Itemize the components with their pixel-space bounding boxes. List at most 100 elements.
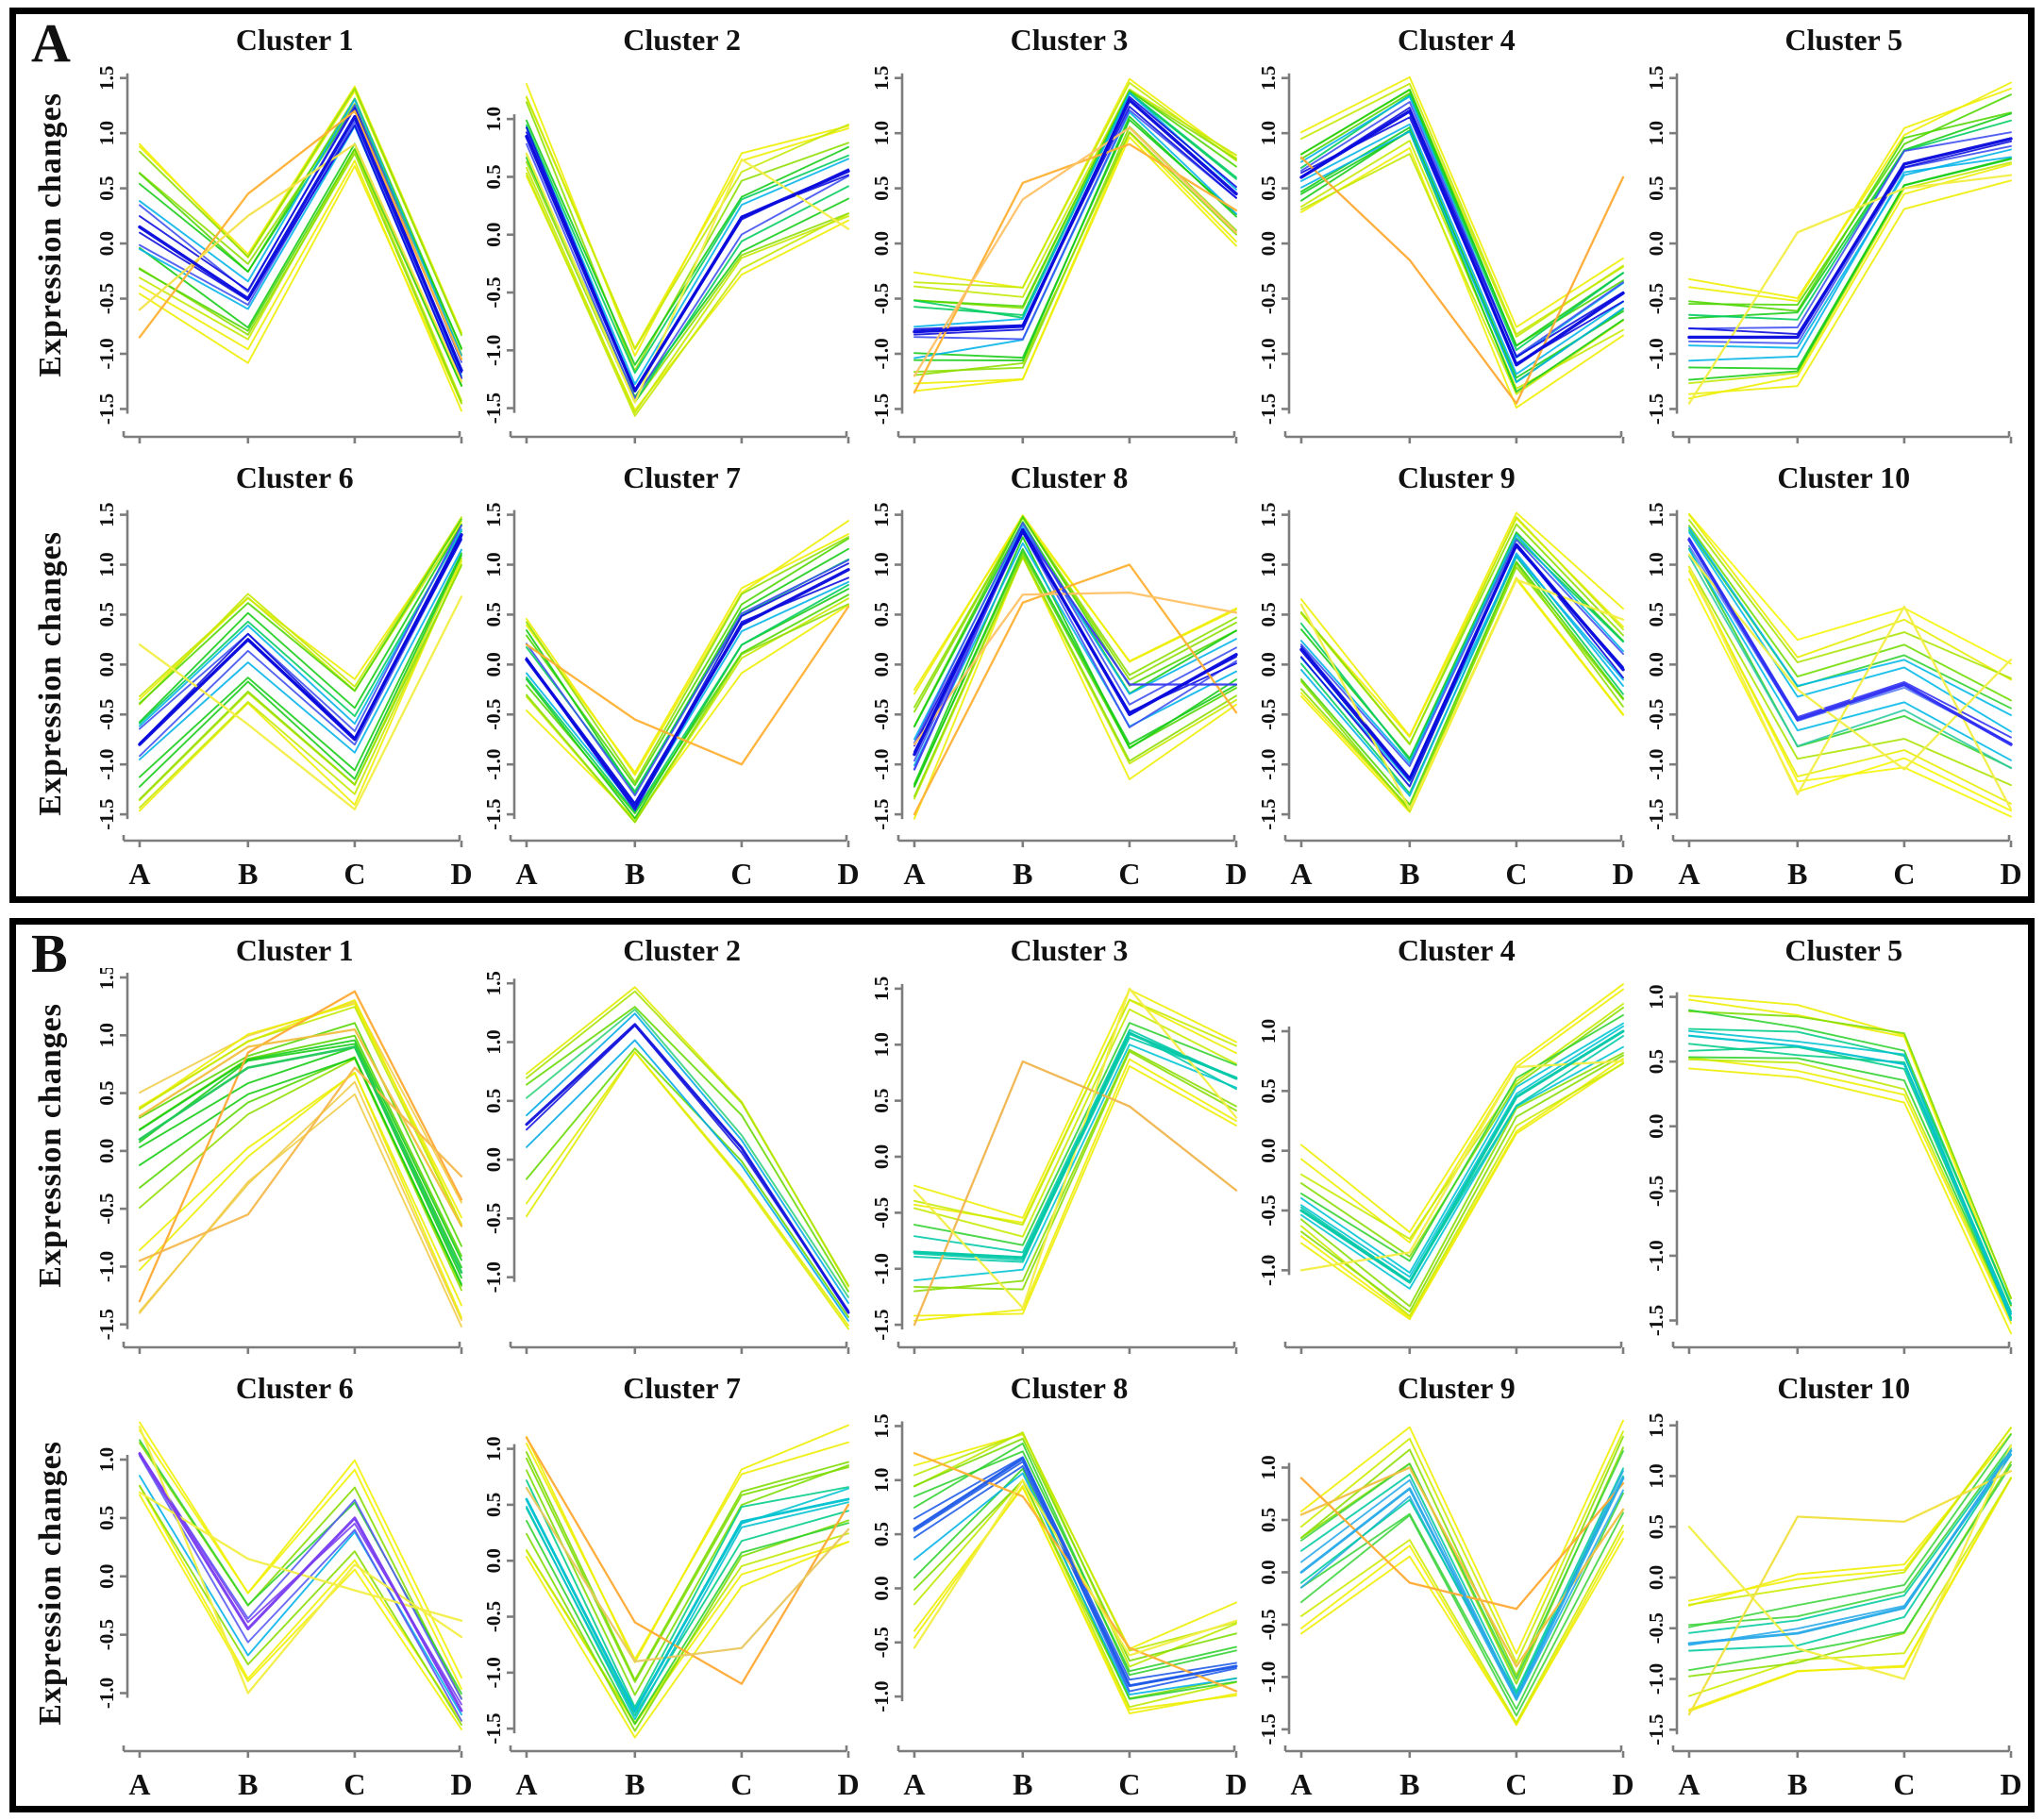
- expression-line: [913, 110, 1237, 359]
- expression-line: [526, 536, 850, 784]
- panel-label: B: [31, 922, 68, 984]
- cluster-plot-area: 1.0 0.5 0.0 -0.5 -1.0: [1246, 968, 1633, 1364]
- expression-line: [139, 152, 462, 405]
- cluster-title: Cluster 10: [1777, 460, 1911, 495]
- cluster-plot: 1.5 1.0 0.5 0.0 -0.5 -1.0 -1.5: [95, 66, 463, 443]
- y-tick-label: -1.5: [1644, 799, 1667, 830]
- expression-line: [1300, 982, 1625, 1233]
- expression-line: [1687, 513, 2012, 681]
- y-axis-title-text: Expression changes: [33, 530, 68, 816]
- y-tick-label: 0.5: [1257, 603, 1280, 627]
- x-tick-label: A: [1678, 1767, 1700, 1801]
- cluster-title: Cluster 2: [623, 23, 741, 57]
- cluster-plot: 1.5 1.0 0.5 0.0 -0.5 -1.0 -1.5: [870, 976, 1238, 1354]
- x-axis: [1283, 431, 1625, 443]
- expression-line: [1686, 538, 2013, 746]
- expression-line: [1300, 130, 1625, 384]
- x-tick-label: A: [903, 1767, 925, 1801]
- y-tick-label: 0.5: [482, 1088, 505, 1112]
- expression-line: [1300, 1054, 1625, 1312]
- expression-line: [1300, 140, 1625, 390]
- y-tick-label: -1.5: [482, 392, 505, 424]
- expression-line: [138, 114, 463, 373]
- expression-line: [139, 1005, 462, 1227]
- cluster-plot-area: 1.0 0.5 0.0 -0.5 -1.0 -1.5: [471, 58, 858, 454]
- x-axis: [896, 431, 1238, 443]
- y-tick-label: 1.5: [482, 971, 505, 995]
- y-tick-label: 1.5: [1644, 503, 1667, 527]
- y-tick-label: -0.5: [482, 276, 505, 308]
- expression-line: [913, 1049, 1237, 1290]
- expression-line: [913, 1478, 1237, 1708]
- y-tick-label: 0.0: [95, 652, 118, 676]
- cluster-plot-area: 1.5 1.0 0.5 0.0 -0.5 -1.0 -1.5 A B C D: [471, 495, 858, 892]
- cluster-plot-area: 1.5 1.0 0.5 0.0 -0.5 -1.0 -1.5 A B C D: [84, 495, 471, 892]
- expression-line: [1687, 1058, 2012, 1320]
- expression-line: [1300, 531, 1625, 760]
- cluster-cell: Cluster 1 1.5 1.0 0.5 0.0 -0.5 -1.0 -1.5: [84, 16, 471, 454]
- expression-line: [526, 520, 850, 776]
- x-tick-label: C: [1118, 1767, 1140, 1801]
- y-axis: [507, 977, 516, 1282]
- cluster-cell: Cluster 3 1.5 1.0 0.5 0.0 -0.5 -1.0 -1.5: [859, 16, 1246, 454]
- cluster-plot-area: 1.5 1.0 0.5 0.0 -0.5 -1.0 -1.5 A B C D: [1246, 495, 1633, 892]
- y-tick-label: -1.0: [482, 1657, 505, 1688]
- expression-line: [913, 563, 1237, 816]
- y-tick-label: -0.5: [1644, 283, 1667, 314]
- y-tick-label: -1.5: [870, 799, 893, 830]
- y-tick-label: 0.0: [870, 1576, 893, 1600]
- y-tick-label: 0.0: [1644, 652, 1667, 676]
- expression-line: [139, 1002, 462, 1218]
- y-tick-label: -1.0: [870, 338, 893, 369]
- cluster-title: Cluster 2: [623, 932, 741, 967]
- cluster-title: Cluster 9: [1398, 460, 1516, 495]
- x-tick-label: A: [903, 857, 925, 891]
- y-tick-label: -1.5: [1257, 799, 1280, 830]
- y-axis: [120, 73, 129, 414]
- y-tick-label: 0.5: [482, 164, 505, 189]
- expression-line: [139, 1484, 462, 1722]
- expression-line: [139, 1494, 462, 1730]
- expression-line: [913, 516, 1237, 713]
- cluster-row: Expression changes Cluster 1 1.5 1.0 0.5 0.0 -…: [18, 16, 2020, 454]
- expression-line: [138, 1027, 463, 1227]
- expression-line: [138, 1452, 463, 1712]
- cluster-plot: 1.0 0.5 0.0 -0.5 -1.0: [1257, 982, 1625, 1354]
- x-axis: [1671, 835, 2012, 848]
- expression-line: [1687, 131, 2012, 330]
- y-tick-label: -1.0: [1257, 338, 1280, 369]
- cluster-cell: Cluster 6 1.0 0.5 0.0 -0.5 -1.0 A B C D: [84, 1364, 471, 1802]
- expression-line: [1300, 89, 1625, 347]
- expression-line: [526, 1478, 850, 1709]
- y-tick-label: -1.0: [870, 1680, 893, 1711]
- y-tick-label: 1.0: [1257, 121, 1280, 145]
- cluster-cell: Cluster 4 1.0 0.5 0.0 -0.5 -1.0: [1246, 927, 1633, 1364]
- y-tick-label: -0.5: [1257, 283, 1280, 314]
- expression-line: [1300, 555, 1625, 783]
- cluster-plot: 1.5 1.0 0.5 0.0 -0.5 -1.0 -1.5 A B C D: [1644, 1412, 2019, 1801]
- cluster-plot-area: 1.0 0.5 0.0 -0.5 -1.0 A B C D: [84, 1406, 471, 1802]
- y-tick-label: 0.0: [1644, 231, 1667, 256]
- x-tick-label: D: [1613, 857, 1634, 891]
- cluster-title: Cluster 7: [623, 1370, 741, 1405]
- cluster-plot: 1.5 1.0 0.5 0.0 -0.5 -1.0: [482, 971, 850, 1354]
- x-axis: [1283, 835, 1625, 848]
- y-tick-label: 0.5: [870, 1088, 893, 1112]
- y-tick-label: 1.0: [95, 1447, 118, 1472]
- expression-line: [913, 531, 1237, 762]
- cluster-title: Cluster 8: [1010, 1370, 1129, 1405]
- y-axis: [894, 73, 904, 414]
- expression-line: [526, 101, 850, 372]
- y-tick-label: 1.5: [870, 503, 893, 527]
- y-tick-label: -1.0: [95, 338, 118, 369]
- expression-line: [1687, 1066, 2012, 1334]
- expression-line: [526, 1486, 850, 1662]
- x-tick-label: A: [128, 1767, 150, 1801]
- cluster-title: Cluster 5: [1784, 932, 1903, 967]
- expression-line: [1300, 552, 1625, 797]
- expression-line: [913, 1058, 1237, 1322]
- expression-line: [913, 1460, 1237, 1693]
- y-tick-label: -1.5: [1644, 1304, 1667, 1335]
- expression-line: [913, 988, 1237, 1219]
- expression-line: [1299, 1029, 1625, 1283]
